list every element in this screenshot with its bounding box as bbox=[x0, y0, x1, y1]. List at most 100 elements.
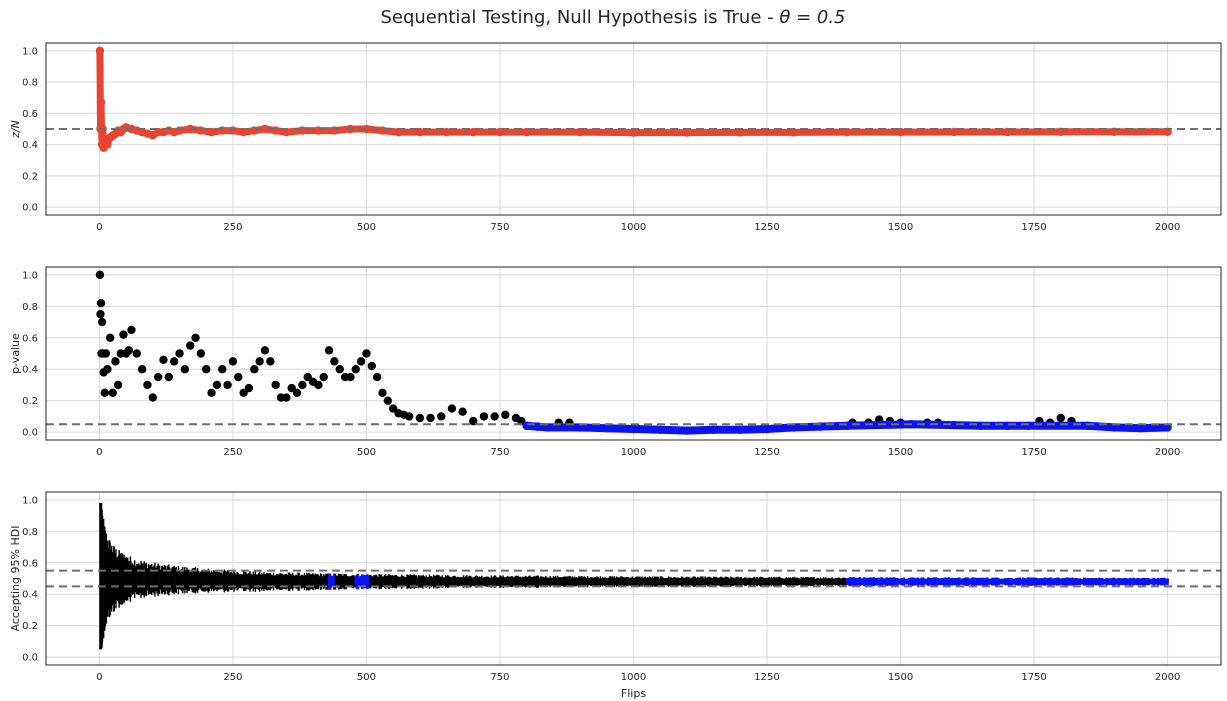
data-point bbox=[250, 126, 259, 135]
data-point bbox=[575, 423, 585, 432]
y-tick-label: 0.2 bbox=[22, 396, 38, 407]
data-point bbox=[100, 388, 109, 398]
data-point bbox=[244, 383, 254, 393]
data-point bbox=[228, 357, 238, 366]
x-axis-label: Flips bbox=[621, 687, 646, 700]
data-point bbox=[282, 127, 291, 137]
data-point bbox=[314, 380, 323, 390]
data-point bbox=[1056, 413, 1065, 423]
x-tick-label: 500 bbox=[357, 222, 376, 233]
data-point bbox=[629, 128, 638, 137]
data-point bbox=[789, 128, 798, 137]
data-point bbox=[260, 346, 270, 355]
data-point bbox=[132, 349, 141, 358]
data-point bbox=[191, 333, 200, 342]
x-tick-label: 1750 bbox=[1021, 672, 1046, 683]
data-point bbox=[736, 128, 745, 137]
data-point bbox=[95, 270, 105, 280]
data-point bbox=[103, 365, 112, 374]
y-tick-label: 0.2 bbox=[22, 171, 38, 182]
data-point bbox=[137, 365, 147, 374]
x-tick-label: 250 bbox=[223, 222, 242, 233]
data-point bbox=[111, 357, 120, 366]
data-point bbox=[196, 349, 206, 358]
x-tick-label: 2000 bbox=[1155, 672, 1180, 683]
x-tick-label: 250 bbox=[223, 447, 242, 458]
data-point bbox=[362, 124, 371, 134]
data-point bbox=[319, 372, 328, 382]
data-point bbox=[108, 388, 117, 398]
data-point bbox=[469, 416, 478, 426]
data-point bbox=[175, 349, 184, 358]
data-point bbox=[575, 127, 585, 137]
y-axis-label: z/N bbox=[9, 120, 22, 139]
plot-area bbox=[95, 46, 1172, 152]
data-point bbox=[378, 388, 387, 398]
y-tick-label: 0.4 bbox=[22, 365, 38, 376]
data-point bbox=[169, 357, 179, 366]
data-point bbox=[415, 127, 425, 137]
y-tick-label: 0.0 bbox=[22, 428, 38, 439]
data-point bbox=[196, 126, 206, 135]
x-tick-label: 0 bbox=[96, 222, 102, 233]
data-point bbox=[330, 126, 339, 135]
x-tick-label: 1250 bbox=[754, 672, 779, 683]
data-point bbox=[426, 413, 435, 423]
data-point bbox=[180, 365, 190, 374]
data-point bbox=[105, 333, 115, 342]
data-point bbox=[159, 355, 168, 364]
data-point bbox=[709, 425, 718, 434]
data-point bbox=[362, 349, 371, 358]
data-point bbox=[543, 423, 553, 432]
data-point bbox=[148, 393, 158, 402]
data-point bbox=[124, 346, 133, 355]
data-point bbox=[949, 420, 959, 430]
data-point bbox=[186, 341, 195, 350]
data-point bbox=[682, 128, 692, 137]
data-point bbox=[447, 404, 457, 413]
data-point bbox=[95, 46, 105, 56]
data-point bbox=[119, 330, 128, 339]
data-point bbox=[762, 424, 772, 434]
x-tick-label: 1750 bbox=[1021, 222, 1046, 233]
data-point bbox=[97, 317, 107, 327]
data-point bbox=[207, 127, 216, 137]
x-tick-label: 500 bbox=[357, 447, 376, 458]
y-tick-label: 1.0 bbox=[22, 46, 38, 57]
data-point bbox=[682, 426, 692, 435]
x-tick-label: 0 bbox=[96, 447, 102, 458]
data-point bbox=[367, 361, 376, 371]
x-tick-label: 1000 bbox=[621, 672, 646, 683]
y-tick-label: 0.0 bbox=[22, 653, 38, 664]
axes-frame bbox=[45, 42, 1222, 216]
x-tick-label: 2000 bbox=[1155, 222, 1180, 233]
x-tick-label: 750 bbox=[490, 447, 509, 458]
y-tick-label: 0.4 bbox=[22, 140, 38, 151]
data-point bbox=[976, 421, 985, 431]
data-point bbox=[458, 407, 467, 416]
data-point bbox=[522, 421, 531, 431]
data-point bbox=[271, 380, 280, 390]
figure-title-math: θ = 0.5 bbox=[779, 7, 845, 28]
data-point bbox=[437, 412, 446, 421]
data-point bbox=[292, 388, 302, 398]
y-tick-label: 0.6 bbox=[22, 558, 38, 569]
data-point bbox=[842, 127, 852, 137]
axes-frame bbox=[45, 266, 1222, 441]
data-point bbox=[164, 372, 174, 382]
figure-title-text: Sequential Testing, Null Hypothesis is T… bbox=[380, 7, 779, 28]
data-point bbox=[896, 127, 905, 137]
x-tick-label: 1250 bbox=[754, 222, 779, 233]
x-tick-label: 250 bbox=[223, 672, 242, 683]
data-point bbox=[324, 346, 334, 355]
data-point bbox=[228, 126, 238, 135]
data-point bbox=[335, 365, 344, 374]
y-tick-label: 0.8 bbox=[22, 527, 38, 538]
data-point bbox=[346, 372, 355, 382]
data-point bbox=[143, 380, 152, 390]
data-point bbox=[223, 380, 232, 390]
data-point bbox=[383, 396, 393, 405]
x-tick-label: 2000 bbox=[1155, 447, 1180, 458]
data-point bbox=[212, 380, 222, 390]
panel-hdi: 0 250 500 750 1000 1250 1500 1750 2000 0.0 0.2 0.4 0… bbox=[9, 491, 1222, 700]
